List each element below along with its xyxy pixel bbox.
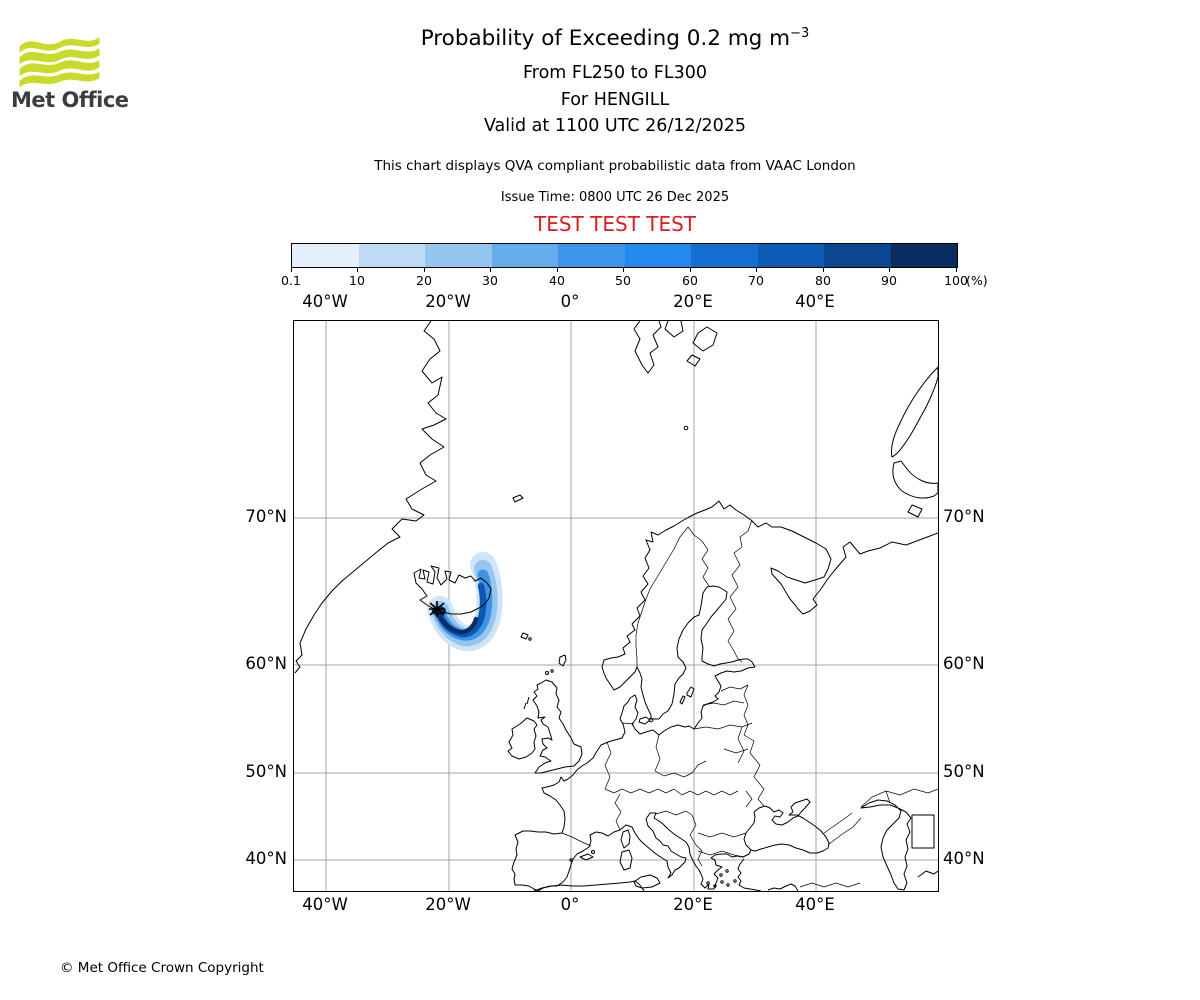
colorbar-tick: [557, 267, 558, 272]
colorbar-tick: [291, 267, 292, 272]
axis-label-left: 50°N: [245, 762, 287, 781]
axis-label-top: 20°W: [425, 292, 471, 311]
coast-sicily: [633, 874, 661, 889]
copyright-notice: © Met Office Crown Copyright: [60, 960, 264, 976]
coast-aegean-islands: [706, 869, 737, 888]
met-office-logo-icon: [12, 30, 107, 94]
coast-greenland: [294, 321, 447, 674]
axis-label-top: 0°: [560, 292, 580, 311]
map-panel: [293, 320, 939, 892]
axis-label-right: 40°N: [943, 849, 985, 868]
axis-label-bottom: 40°E: [795, 895, 835, 914]
coastlines: [294, 321, 938, 891]
colorbar-label: 10: [349, 273, 365, 288]
qva-description: This chart displays QVA compliant probab…: [374, 158, 856, 174]
colorbar-segment: [558, 244, 625, 267]
subtitle-valid-time: Valid at 1100 UTC 26/12/2025: [483, 116, 747, 136]
axis-label-left: 60°N: [245, 654, 287, 673]
coast-africa: [533, 880, 645, 891]
coast-corsica: [620, 829, 631, 849]
colorbar-segment: [691, 244, 758, 267]
axis-label-right: 60°N: [943, 654, 985, 673]
coast-gotland: [679, 686, 695, 705]
page-title: Probability of Exceeding 0.2 mg m−3: [295, 26, 935, 51]
test-banner: TEST TEST TEST: [533, 212, 696, 236]
axis-label-bottom: 0°: [560, 895, 580, 914]
colorbar-label: 0.1: [281, 273, 301, 288]
colorbar-segment: [292, 244, 359, 267]
colorbar-label: 100: [944, 273, 968, 288]
colorbar-label: 40: [549, 273, 565, 288]
brand-name: Met Office: [11, 88, 129, 112]
coast-bear-island: [683, 425, 689, 431]
colorbar-segment: [425, 244, 492, 267]
logo-waves-icon: [19, 37, 100, 88]
coast-balearics: [579, 853, 594, 861]
axis-label-bottom: 20°W: [425, 895, 471, 914]
colorbar-segment: [491, 244, 558, 267]
coast-black-sea: [743, 798, 830, 854]
coast-jan-mayen: [512, 494, 524, 503]
axis-label-top: 40°E: [795, 292, 835, 311]
axis-label-left: 70°N: [245, 507, 287, 526]
coast-turkey: [737, 858, 799, 891]
colorbar-tick: [357, 267, 358, 272]
colorbar-label: 60: [682, 273, 698, 288]
coast-novaya-zemlya: [891, 366, 938, 518]
coast-sardinia: [619, 849, 633, 871]
colorbar-label: 30: [482, 273, 498, 288]
coast-caspian: [860, 799, 938, 891]
coast-svalbard: [633, 321, 718, 374]
colorbar-tick: [823, 267, 824, 272]
coast-faroes: [520, 632, 529, 640]
colorbar-label: 20: [416, 273, 432, 288]
coast-iceland: [413, 565, 492, 615]
subtitle-flight-levels: From FL250 to FL300: [522, 63, 708, 83]
title-text: Probability of Exceeding 0.2 mg m: [420, 26, 791, 52]
issue-time: Issue Time: 0800 UTC 26 Dec 2025: [500, 190, 730, 205]
axis-label-right: 70°N: [943, 507, 985, 526]
axis-label-bottom: 40°W: [302, 895, 348, 914]
colorbar-label: 70: [748, 273, 764, 288]
colorbar-tick: [889, 267, 890, 272]
axis-label-left: 40°N: [245, 849, 287, 868]
colorbar-segment: [624, 244, 691, 267]
country-borders: [561, 519, 938, 888]
coast-ireland: [507, 717, 538, 760]
colorbar-label: 50: [615, 273, 631, 288]
colorbar-segment: [358, 244, 425, 267]
plume-band-90pct: [434, 608, 479, 635]
coast-eurasia: [511, 500, 938, 891]
coast-great-britain: [532, 679, 583, 774]
axis-label-top: 40°W: [302, 292, 348, 311]
axis-label-bottom: 20°E: [673, 895, 713, 914]
coast-shetland: [558, 654, 567, 667]
coast-danish-isles: [638, 716, 651, 725]
europe-map: [294, 321, 938, 891]
colorbar-tick: [623, 267, 624, 272]
colorbar-tick: [690, 267, 691, 272]
axis-label-top: 20°E: [673, 292, 713, 311]
axis-label-right: 50°N: [943, 762, 985, 781]
probability-colorbar: [291, 243, 958, 268]
colorbar-segment: [757, 244, 824, 267]
colorbar-label: 90: [881, 273, 897, 288]
colorbar-segment: [824, 244, 891, 267]
graticule-gridlines: [294, 321, 938, 891]
subtitle-volcano: For HENGILL: [560, 90, 670, 110]
colorbar-tick: [956, 267, 957, 272]
colorbar-tick: [490, 267, 491, 272]
title-exponent: −3: [790, 26, 810, 41]
colorbar-label: 80: [815, 273, 831, 288]
colorbar-unit: (%): [966, 273, 988, 288]
colorbar-tick: [756, 267, 757, 272]
colorbar-tick: [424, 267, 425, 272]
volcano-marker: [429, 601, 445, 617]
colorbar-segment: [890, 244, 957, 267]
